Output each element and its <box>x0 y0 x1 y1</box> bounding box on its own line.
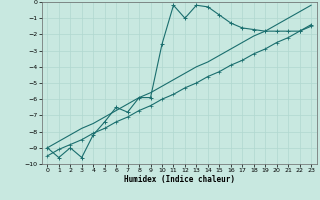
X-axis label: Humidex (Indice chaleur): Humidex (Indice chaleur) <box>124 175 235 184</box>
